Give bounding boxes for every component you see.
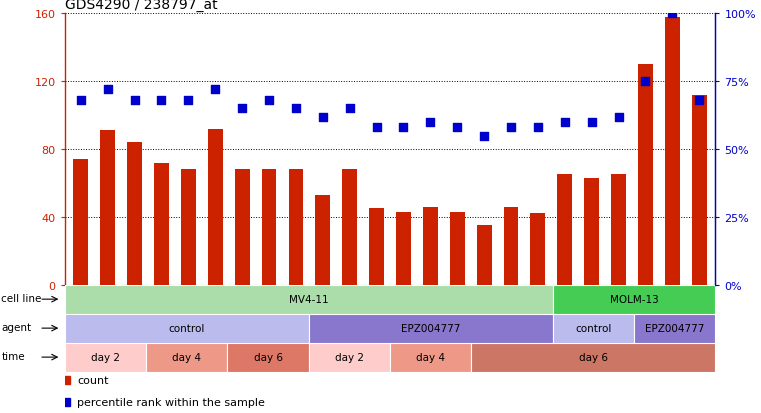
Text: day 2: day 2 [91,352,119,362]
Point [666,11,678,18]
Point [129,98,141,104]
Text: day 4: day 4 [172,352,201,362]
Point [451,125,463,131]
Point [371,125,383,131]
Bar [476,226,492,285]
Bar [390,343,471,372]
Bar [396,212,411,285]
Bar [154,163,169,285]
Text: control: control [575,323,612,333]
Bar [530,214,546,285]
Text: control: control [168,323,205,333]
Bar [552,285,715,314]
Text: day 6: day 6 [253,352,282,362]
Bar [309,314,552,343]
Point [317,114,329,121]
Bar [315,195,330,285]
Bar [146,343,228,372]
Bar [228,343,309,372]
Bar [557,175,572,285]
Point [397,125,409,131]
Bar [692,95,707,285]
Text: EPZ004777: EPZ004777 [401,323,460,333]
Point [585,119,597,126]
Text: cell line: cell line [2,293,42,303]
Text: percentile rank within the sample: percentile rank within the sample [77,397,265,407]
Bar [634,314,715,343]
Point [344,106,356,112]
Text: EPZ004777: EPZ004777 [645,323,705,333]
Bar [342,170,357,285]
Point [102,87,114,93]
Point [75,98,87,104]
Bar [288,170,304,285]
Bar [638,65,653,285]
Text: MV4-11: MV4-11 [289,294,329,304]
Point [183,98,195,104]
Point [559,119,571,126]
Text: GDS4290 / 238797_at: GDS4290 / 238797_at [65,0,218,12]
Text: day 2: day 2 [335,352,364,362]
Text: time: time [2,351,25,361]
Text: agent: agent [2,322,31,332]
Point [693,98,705,104]
Bar [611,175,626,285]
Bar [309,343,390,372]
Bar [262,170,276,285]
Text: day 6: day 6 [579,352,608,362]
Point [478,133,490,140]
Bar [504,207,518,285]
Text: MOLM-13: MOLM-13 [610,294,658,304]
Point [505,125,517,131]
Bar [234,170,250,285]
Bar [584,178,599,285]
Bar [100,131,115,285]
Point [424,119,436,126]
Point [263,98,275,104]
Bar [450,212,465,285]
Bar [369,209,384,285]
Text: day 4: day 4 [416,352,445,362]
Point [613,114,625,121]
Point [639,79,651,85]
Bar [65,343,146,372]
Bar [73,160,88,285]
Bar [471,343,715,372]
Bar [181,170,196,285]
Bar [665,18,680,285]
Bar [65,285,552,314]
Point [532,125,544,131]
Point [236,106,248,112]
Bar [552,314,634,343]
Text: count: count [77,375,109,385]
Bar [127,143,142,285]
Point [290,106,302,112]
Bar [208,129,223,285]
Bar [423,207,438,285]
Point [155,98,167,104]
Point [209,87,221,93]
Bar [65,314,309,343]
